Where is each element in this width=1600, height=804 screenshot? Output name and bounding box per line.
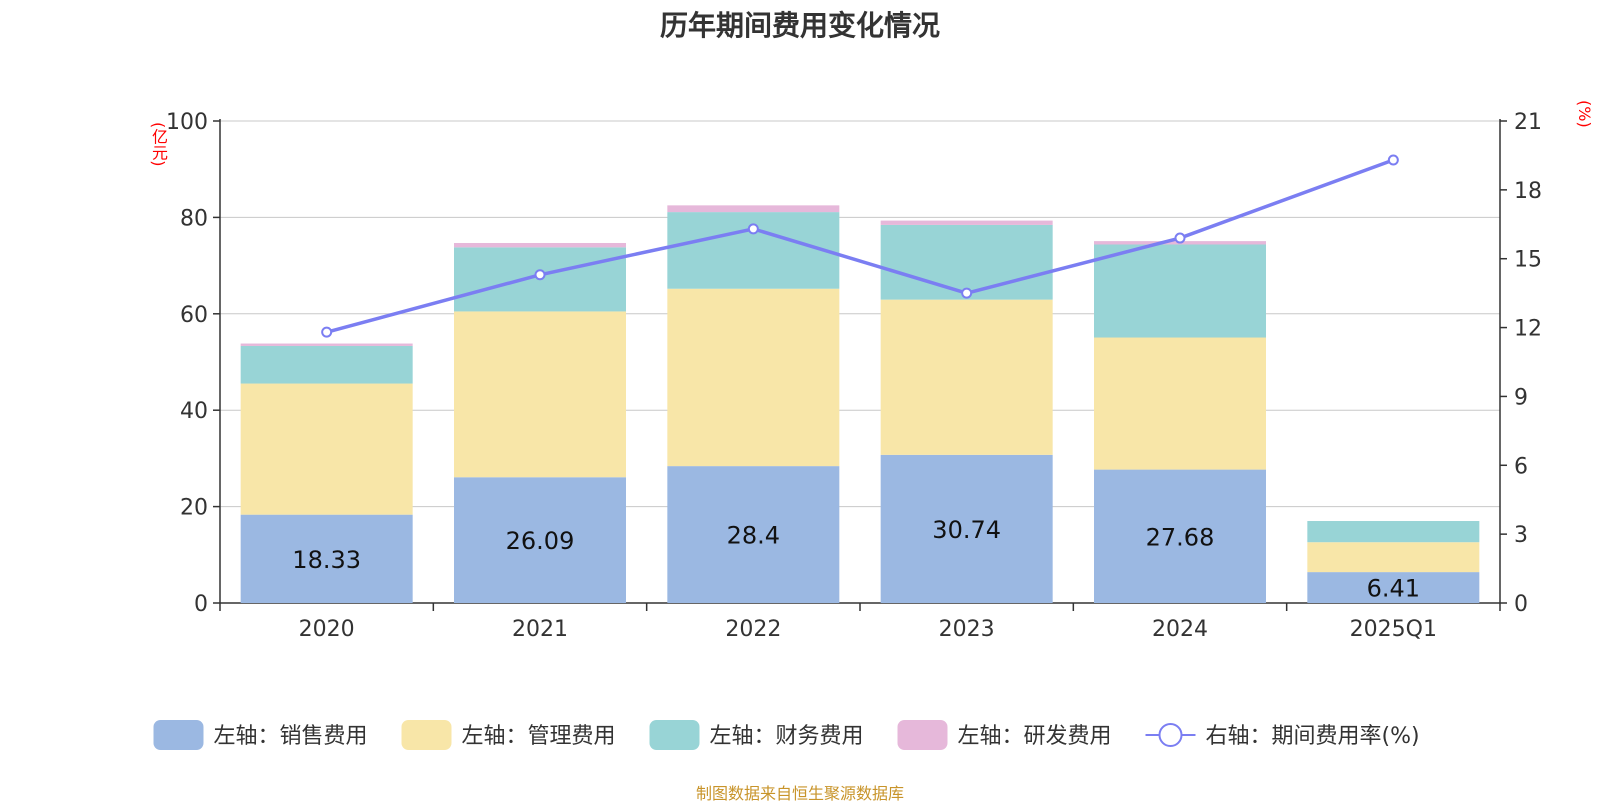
bar-data-label: 28.4 xyxy=(727,522,780,550)
x-axis-label: 2020 xyxy=(299,617,355,642)
bar-segment xyxy=(1307,521,1480,543)
right-axis-tick-label: 0 xyxy=(1514,592,1528,617)
chart-title: 历年期间费用变化情况 xyxy=(659,9,940,42)
chart-source: 制图数据来自恒生聚源数据库 xyxy=(695,784,904,803)
right-axis-tick-label: 9 xyxy=(1514,385,1528,410)
rate-point xyxy=(961,287,973,299)
rate-point xyxy=(321,326,333,338)
legend-swatch xyxy=(897,720,948,750)
bar-data-label: 30.74 xyxy=(932,516,1001,544)
left-axis-tick-label: 100 xyxy=(166,110,208,135)
rate-point xyxy=(747,223,759,235)
bar-segment xyxy=(240,383,413,515)
left-axis-tick-label: 80 xyxy=(180,206,208,231)
legend-label: 左轴：财务费用 xyxy=(710,724,864,749)
rate-point xyxy=(1174,232,1186,244)
right-axis-tick-label: 18 xyxy=(1514,179,1542,204)
right-axis-tick-label: 12 xyxy=(1514,317,1542,342)
x-axis-label: 2021 xyxy=(512,617,568,642)
x-axis-label: 2023 xyxy=(939,617,995,642)
right-axis-tick-label: 3 xyxy=(1514,523,1528,548)
bar-segment xyxy=(240,343,413,346)
bar-segment xyxy=(1094,469,1266,603)
bar-segment xyxy=(667,205,840,213)
legend-marker xyxy=(1158,723,1183,747)
bar-segment xyxy=(1094,337,1266,470)
bar-segment xyxy=(880,299,1053,455)
bar-segment xyxy=(240,345,413,384)
bar-segment xyxy=(667,466,840,603)
left-axis-tick-label: 40 xyxy=(180,399,208,424)
right-axis-tick-label: 21 xyxy=(1514,110,1542,135)
bar-data-label: 27.68 xyxy=(1146,523,1215,551)
bar-segment xyxy=(1094,244,1266,338)
rate-line xyxy=(326,158,1394,334)
legend-label: 左轴：管理费用 xyxy=(462,724,616,749)
bar-segment xyxy=(454,477,626,603)
bar-data-label: 18.33 xyxy=(292,546,361,574)
bar-segment xyxy=(880,220,1053,225)
bar-segment xyxy=(454,311,626,478)
bar-segment xyxy=(667,288,840,467)
bar-segment xyxy=(1307,572,1480,603)
legend-label: 左轴：销售费用 xyxy=(214,724,368,749)
x-axis-label: 2022 xyxy=(725,617,781,642)
bar-segment xyxy=(454,242,626,248)
legend-label: 左轴：研发费用 xyxy=(958,724,1112,749)
bar-data-label: 6.41 xyxy=(1367,575,1420,603)
bar-data-label: 26.09 xyxy=(506,527,575,555)
legend-label: 右轴：期间费用率(%) xyxy=(1206,724,1420,749)
legend-swatch xyxy=(649,720,700,750)
bar-segment xyxy=(880,224,1053,300)
rate-point xyxy=(534,269,546,281)
x-axis-label: 2024 xyxy=(1152,617,1208,642)
legend-swatch xyxy=(401,720,452,750)
legend-swatch xyxy=(153,720,204,750)
bar-segment xyxy=(880,454,1053,603)
right-axis-tick-label: 15 xyxy=(1514,248,1542,273)
left-axis-tick-label: 0 xyxy=(194,592,208,617)
right-axis-tick-label: 6 xyxy=(1514,454,1528,479)
bar-segment xyxy=(1307,542,1480,573)
left-axis-tick-label: 60 xyxy=(180,303,208,328)
rate-point xyxy=(1387,154,1399,166)
bar-segment xyxy=(240,514,413,603)
left-axis-unit: (亿元) xyxy=(149,122,168,167)
right-axis-unit: (%) xyxy=(1575,100,1594,128)
x-axis-label: 2025Q1 xyxy=(1350,617,1437,642)
left-axis-tick-label: 20 xyxy=(180,496,208,521)
